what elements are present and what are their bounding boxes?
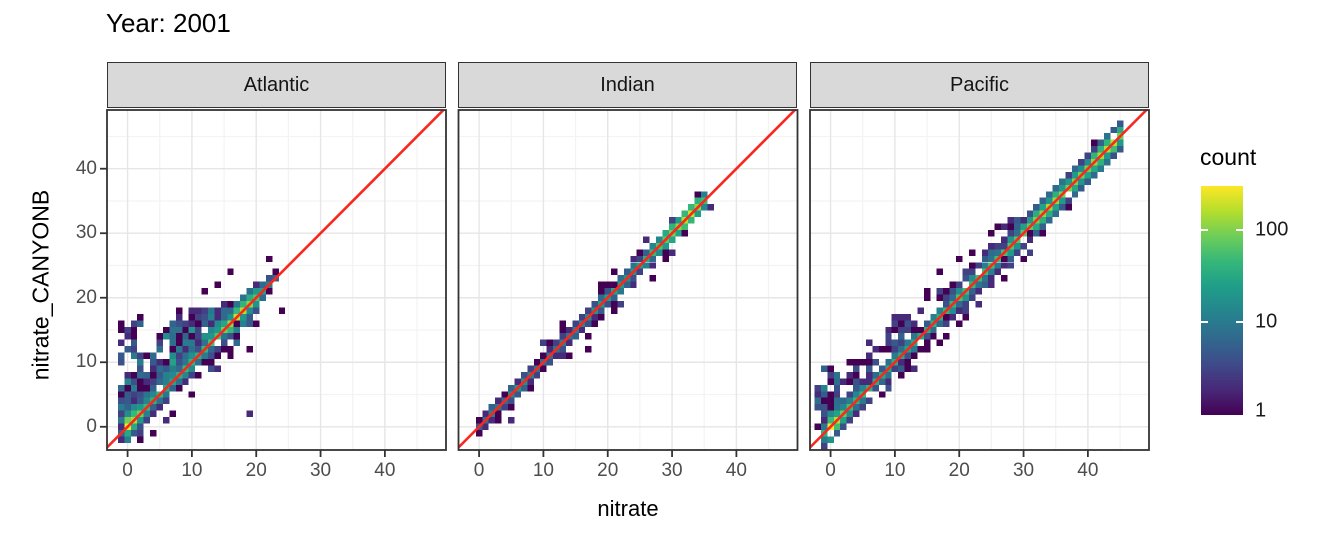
legend-colorbar [1201, 186, 1243, 415]
legend-tick-mark [1201, 321, 1208, 323]
x-tick-label: 20 [597, 460, 619, 481]
x-axis-title: nitrate [597, 496, 659, 521]
bins-layer [814, 120, 1124, 450]
x-tick-label: 10 [181, 460, 203, 481]
facet-strip-label: Indian [600, 73, 655, 96]
x-tick-label: 20 [948, 460, 970, 481]
legend-tick-mark [1201, 229, 1208, 231]
x-tick-label: 30 [1012, 460, 1035, 481]
panel-atlantic [100, 109, 447, 457]
y-axis-title: nitrate_CANYONB [27, 189, 54, 381]
x-tick-label: 0 [122, 460, 133, 481]
gridlines [458, 110, 798, 450]
legend-tick-label: 1 [1255, 399, 1267, 422]
facet-strip-atlantic: Atlantic [107, 62, 446, 108]
facet-strip-label: Atlantic [243, 73, 310, 96]
legend-tick-mark [1236, 321, 1243, 323]
identity-line [458, 110, 797, 450]
x-tick-label: 40 [1077, 460, 1099, 481]
panel-indian [457, 109, 799, 457]
chart-title: Year: 2001 [106, 8, 231, 38]
y-tick-label: 20 [75, 286, 97, 308]
x-tick-label: 30 [661, 460, 683, 481]
y-tick-label: 40 [75, 157, 97, 179]
x-tick-label: 10 [532, 460, 554, 481]
legend-tick-mark [1236, 229, 1243, 231]
x-tick-label: 0 [473, 460, 485, 481]
panel-pacific [809, 109, 1150, 457]
facet-strip-indian: Indian [458, 62, 797, 108]
facet-strip-pacific: Pacific [810, 62, 1149, 108]
facet-strip-label: Pacific [950, 73, 1009, 96]
x-tick-label: 40 [374, 460, 396, 481]
y-tick-label: 0 [86, 415, 97, 437]
legend-tick-label: 10 [1255, 310, 1278, 333]
x-tick-label: 0 [825, 460, 836, 481]
legend-tick-label: 100 [1255, 218, 1289, 241]
legend-title: count [1200, 144, 1257, 170]
identity-line [810, 110, 1149, 450]
y-tick-label: 10 [75, 351, 97, 373]
y-tick-label: 30 [75, 222, 97, 244]
x-tick-label: 20 [245, 460, 267, 481]
x-tick-label: 40 [725, 460, 747, 481]
x-tick-label: 10 [884, 460, 906, 481]
x-tick-label: 30 [309, 460, 332, 481]
identity-line [107, 110, 446, 450]
